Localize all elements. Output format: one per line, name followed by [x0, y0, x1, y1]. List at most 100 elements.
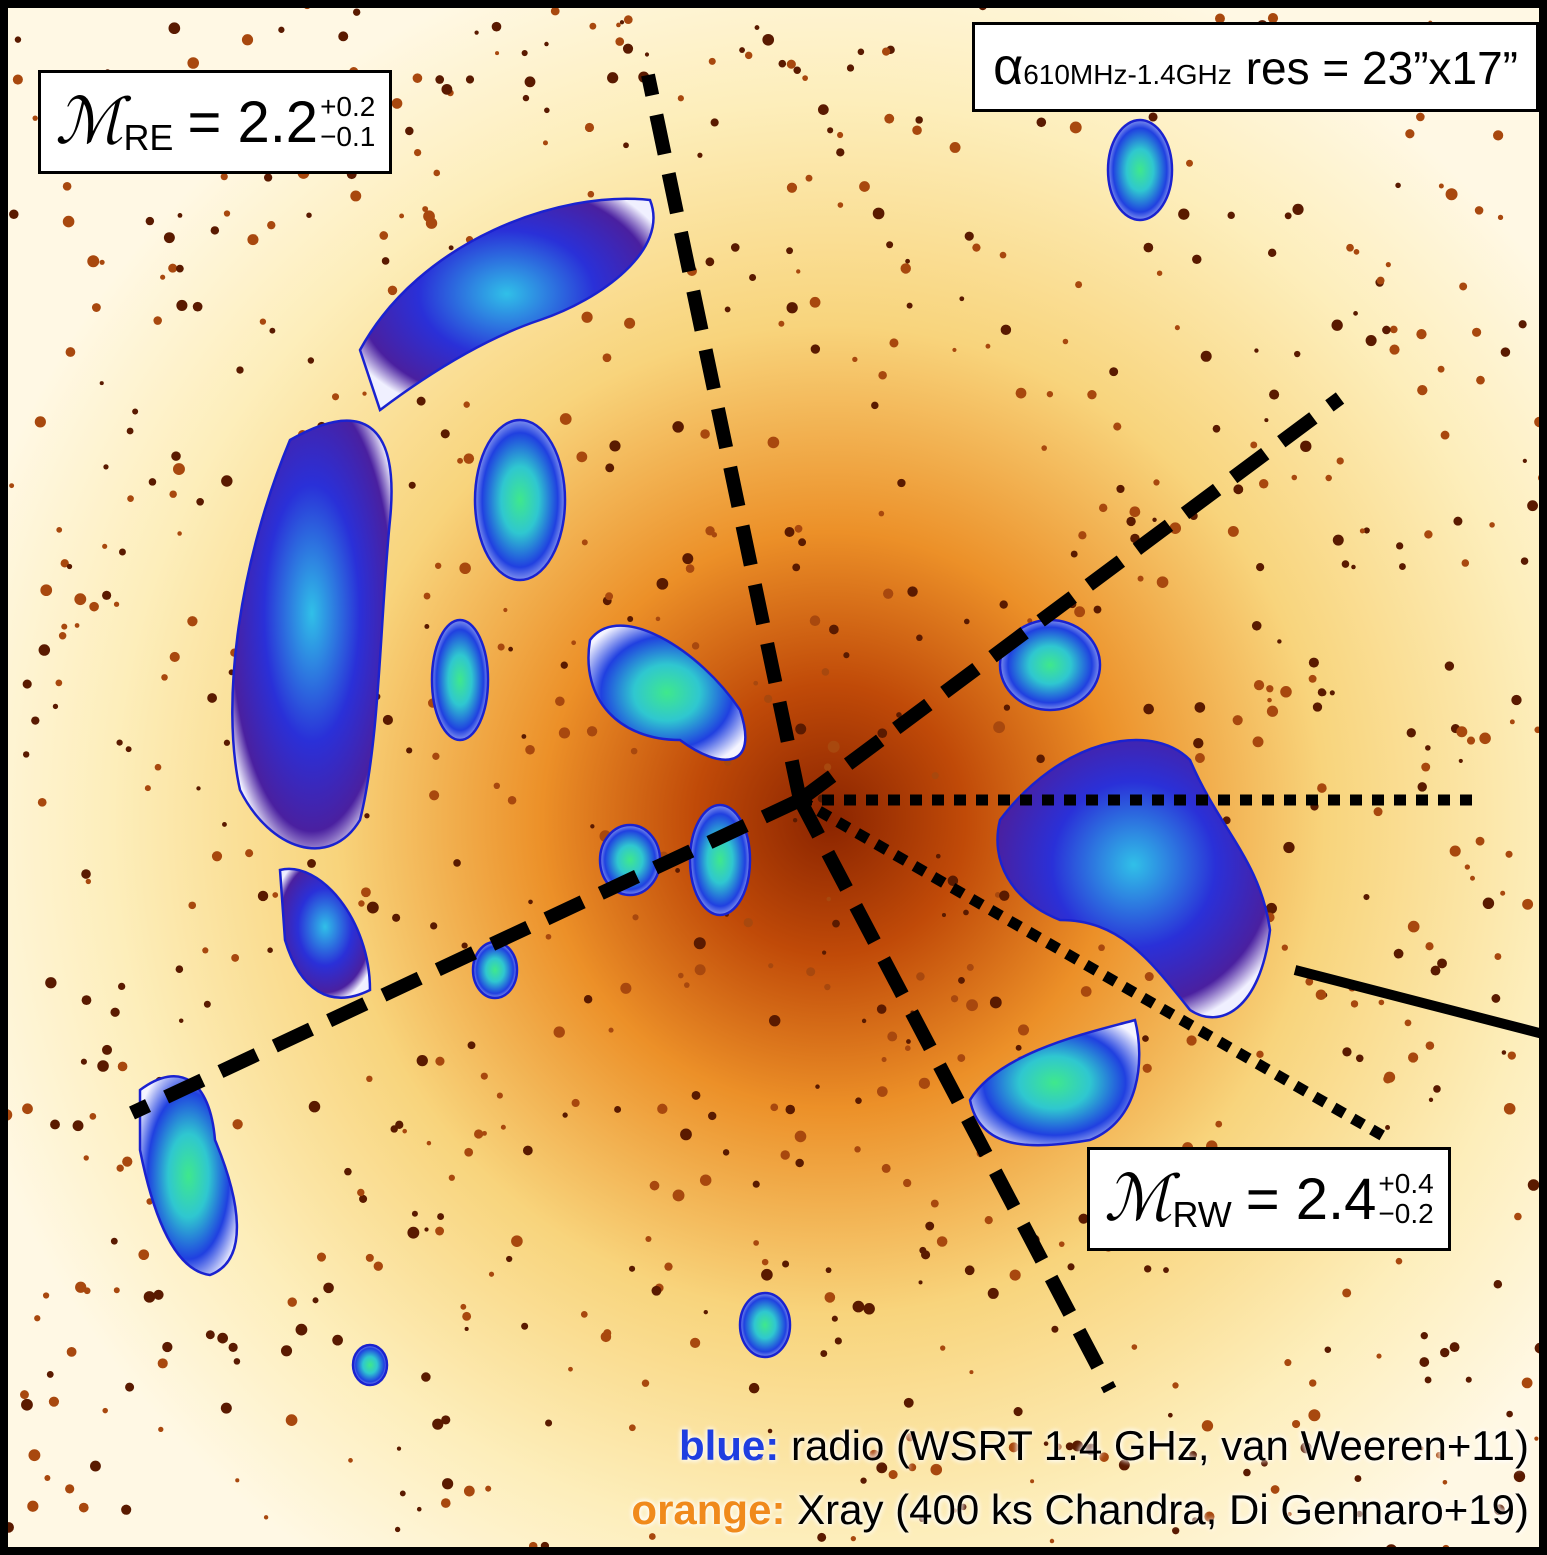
- point-source: [1280, 686, 1292, 698]
- point-source: [1405, 1019, 1412, 1026]
- legend-text: Xray (400 ks Chandra, Di Gennaro+19): [797, 1486, 1529, 1533]
- point-source: [1067, 1263, 1074, 1270]
- point-source: [217, 1333, 228, 1344]
- point-source: [585, 123, 594, 132]
- point-source: [1466, 1377, 1472, 1383]
- point-source: [1426, 1041, 1435, 1050]
- point-source: [889, 1470, 898, 1479]
- point-source: [272, 892, 278, 898]
- point-source: [1186, 160, 1193, 167]
- point-source: [905, 259, 910, 264]
- point-source: [1408, 921, 1420, 933]
- point-source: [1267, 698, 1272, 703]
- subscript: 610MHz-1.4GHz: [1023, 59, 1232, 90]
- point-source: [313, 1297, 319, 1303]
- point-source: [603, 1329, 611, 1337]
- point-source: [1438, 366, 1445, 373]
- point-source: [810, 615, 821, 626]
- point-source: [835, 1337, 842, 1344]
- legend-xray: orange: Xray (400 ks Chandra, Di Gennaro…: [631, 1486, 1529, 1534]
- value: = 2.2: [187, 89, 318, 156]
- point-source: [817, 1533, 826, 1542]
- point-source: [826, 1267, 832, 1273]
- point-source: [755, 25, 760, 30]
- point-source: [278, 27, 284, 33]
- point-source: [187, 57, 199, 69]
- point-source: [1470, 876, 1475, 881]
- point-source: [1152, 518, 1156, 522]
- point-source: [1168, 1413, 1173, 1418]
- point-source: [171, 451, 181, 461]
- point-source: [1000, 252, 1007, 259]
- point-source: [234, 1358, 241, 1365]
- point-source: [723, 1149, 729, 1155]
- point-source: [863, 1303, 874, 1314]
- point-source: [1078, 531, 1086, 539]
- point-source: [1459, 759, 1463, 763]
- point-source: [1193, 738, 1203, 748]
- point-source: [357, 1189, 364, 1196]
- point-source: [1465, 864, 1470, 869]
- point-source: [697, 153, 702, 158]
- point-source: [546, 934, 552, 940]
- point-source: [173, 463, 185, 475]
- point-source: [1254, 348, 1258, 352]
- point-source: [882, 1164, 891, 1173]
- point-source: [1342, 560, 1350, 568]
- point-source: [588, 191, 595, 198]
- point-source: [762, 1259, 769, 1266]
- point-source: [138, 1249, 149, 1260]
- point-source: [931, 1200, 939, 1208]
- point-source: [780, 1150, 789, 1159]
- point-source: [1494, 1280, 1502, 1288]
- point-source: [170, 652, 180, 662]
- point-source: [417, 1507, 422, 1512]
- point-source: [63, 182, 72, 191]
- point-source: [700, 1174, 711, 1185]
- point-source: [1450, 846, 1461, 857]
- text: res = 23”x17”: [1246, 42, 1518, 94]
- point-source: [878, 371, 887, 380]
- point-source: [442, 1478, 453, 1489]
- point-source: [1063, 339, 1069, 345]
- point-source: [818, 104, 829, 115]
- point-source: [764, 695, 772, 703]
- point-source: [1514, 1471, 1525, 1482]
- lower: −0.1: [320, 122, 375, 152]
- point-source: [402, 1129, 407, 1134]
- point-source: [795, 525, 803, 533]
- point-source: [684, 982, 690, 988]
- point-source: [511, 1235, 523, 1247]
- upper: +0.4: [1378, 1169, 1433, 1199]
- point-source: [9, 483, 14, 488]
- point-source: [623, 44, 633, 54]
- point-source: [118, 983, 125, 990]
- point-source: [232, 1119, 242, 1129]
- point-source: [435, 1227, 444, 1236]
- point-source: [73, 1120, 84, 1131]
- point-source: [44, 1475, 50, 1481]
- point-source: [1309, 658, 1319, 668]
- point-source: [176, 300, 187, 311]
- point-source: [144, 1291, 156, 1303]
- point-source: [102, 591, 111, 600]
- point-source: [432, 753, 439, 760]
- point-source: [1116, 485, 1124, 493]
- point-source: [1342, 1047, 1351, 1056]
- point-source: [1407, 728, 1416, 737]
- point-source: [1041, 445, 1047, 451]
- point-source: [749, 1383, 760, 1394]
- point-source: [692, 642, 699, 649]
- point-source: [1416, 113, 1425, 122]
- point-source: [854, 1146, 860, 1152]
- point-source: [985, 1216, 993, 1224]
- point-source: [503, 608, 507, 612]
- point-source: [847, 64, 854, 71]
- point-source: [859, 181, 870, 192]
- point-source: [709, 58, 716, 65]
- point-source: [1446, 188, 1458, 200]
- point-source: [1425, 745, 1431, 751]
- point-source: [432, 1419, 443, 1430]
- point-source: [778, 60, 786, 68]
- point-source: [474, 30, 478, 34]
